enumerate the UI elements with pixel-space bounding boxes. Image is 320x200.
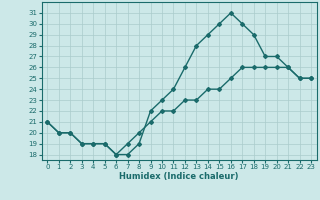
X-axis label: Humidex (Indice chaleur): Humidex (Indice chaleur): [119, 172, 239, 181]
